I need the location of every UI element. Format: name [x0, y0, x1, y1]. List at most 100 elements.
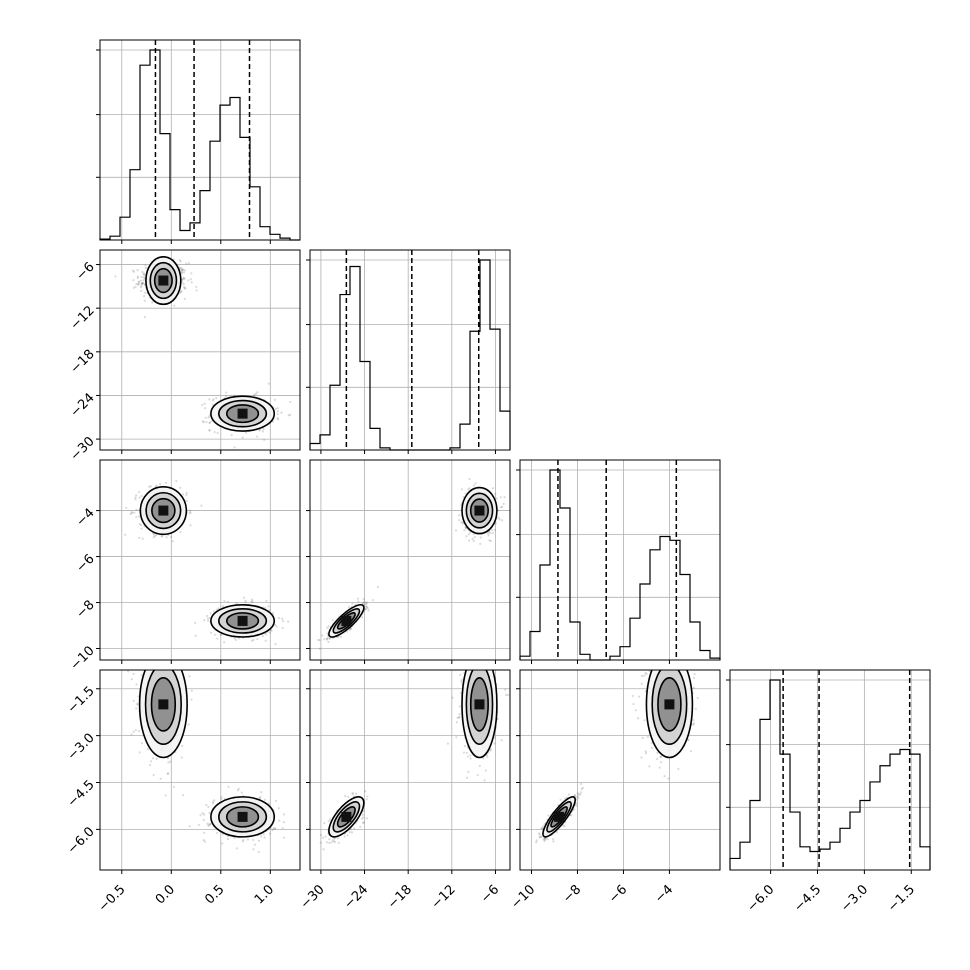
panel-frame	[309, 249, 511, 451]
sample-point	[263, 798, 267, 801]
sample-point	[164, 635, 166, 637]
sample-point	[328, 637, 331, 640]
sample-point	[159, 661, 161, 663]
sample-point	[180, 271, 183, 275]
sample-point	[159, 777, 162, 780]
sample-point	[473, 536, 476, 539]
sample-point	[356, 597, 360, 600]
sample-point	[194, 634, 197, 637]
scatter-3-1	[319, 631, 510, 851]
y-tick-label: −3.0	[65, 731, 98, 764]
sample-point	[328, 841, 331, 845]
sample-point	[209, 822, 212, 825]
sample-point	[347, 795, 350, 798]
sample-point	[501, 505, 504, 508]
sample-point	[208, 421, 211, 425]
sample-point	[325, 638, 329, 641]
sample-point	[139, 286, 143, 289]
panel-frame	[309, 459, 511, 661]
sample-point	[212, 398, 215, 401]
sample-point	[677, 639, 679, 641]
sample-point	[474, 662, 476, 664]
sample-point	[253, 393, 256, 396]
sample-point	[207, 805, 210, 809]
sample-point	[483, 656, 485, 658]
sample-point	[189, 278, 192, 281]
sample-point	[142, 279, 145, 282]
sample-point	[277, 807, 280, 810]
sample-point	[162, 666, 164, 668]
sample-point	[333, 837, 336, 840]
sample-point	[357, 600, 360, 603]
sample-point	[281, 617, 284, 620]
sample-point	[143, 316, 147, 319]
sample-point	[489, 532, 492, 535]
sample-point	[329, 818, 332, 821]
sample-point	[667, 777, 670, 780]
sample-point	[135, 508, 138, 511]
sample-point	[352, 792, 355, 795]
sample-point	[494, 522, 498, 525]
sample-point	[262, 833, 265, 836]
scatter-3-2	[535, 639, 699, 844]
sample-point	[268, 832, 272, 835]
sample-point	[143, 274, 146, 277]
sample-point	[469, 757, 472, 760]
sample-point	[463, 664, 465, 666]
sample-point	[136, 703, 139, 706]
sample-point	[172, 665, 174, 667]
sample-point	[273, 398, 277, 401]
sample-point	[158, 650, 160, 652]
sample-point	[263, 438, 266, 441]
sample-point	[138, 751, 141, 754]
sample-point	[216, 431, 219, 434]
sample-point	[137, 490, 141, 494]
sample-point	[161, 534, 164, 538]
sample-point	[158, 482, 162, 486]
sample-point	[504, 688, 507, 691]
grid-lines	[100, 670, 300, 870]
sample-point	[456, 716, 459, 719]
sample-point	[468, 665, 470, 667]
sample-point	[506, 694, 510, 697]
sample-point	[155, 757, 158, 760]
panel-frame	[99, 669, 301, 871]
sample-point	[464, 526, 467, 529]
sample-point	[494, 666, 496, 668]
sample-point	[638, 695, 641, 698]
sample-point	[458, 513, 461, 517]
sample-point	[213, 633, 216, 636]
sample-point	[188, 675, 191, 678]
sample-point	[136, 269, 139, 272]
sample-point	[274, 799, 278, 803]
sample-point	[140, 527, 143, 530]
sample-point	[472, 664, 474, 666]
grid-lines	[100, 460, 300, 660]
sample-point	[241, 840, 245, 843]
sample-point	[181, 278, 184, 281]
sample-point	[336, 836, 339, 840]
sample-point	[477, 666, 479, 668]
sample-point	[187, 723, 190, 726]
sample-point	[667, 666, 669, 668]
sample-point	[481, 662, 483, 664]
tick-marks	[306, 510, 496, 664]
sample-point	[213, 799, 216, 802]
sample-point	[488, 663, 490, 665]
sample-point	[259, 796, 262, 799]
sample-point	[183, 287, 186, 290]
sample-point	[181, 281, 184, 284]
sample-point	[473, 631, 475, 633]
sample-point	[167, 633, 169, 635]
sample-point	[205, 420, 208, 424]
sample-point	[458, 519, 461, 522]
sample-point	[350, 831, 354, 834]
sample-point	[148, 646, 150, 648]
sample-point	[261, 635, 264, 638]
sample-point	[257, 850, 260, 854]
sample-point	[139, 279, 142, 282]
sample-point	[131, 511, 134, 515]
sample-point	[252, 848, 255, 851]
sample-point	[189, 524, 192, 527]
